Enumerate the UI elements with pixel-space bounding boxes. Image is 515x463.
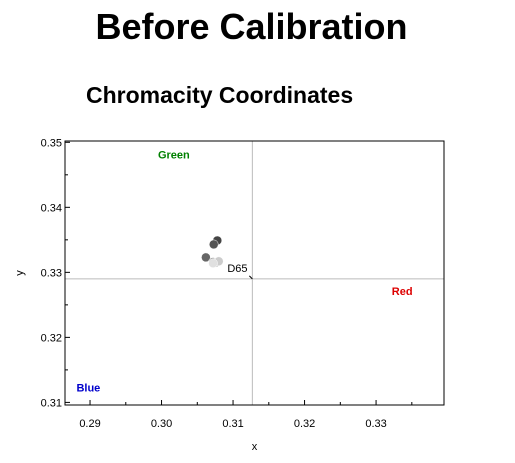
annotation-blue: Blue	[76, 382, 100, 394]
page-title: Before Calibration	[95, 6, 408, 47]
data-point	[208, 258, 218, 268]
d65-label: D65	[227, 263, 247, 275]
y-tick-label: 0.34	[41, 202, 62, 214]
x-tick-label: 0.30	[151, 418, 172, 430]
y-tick-label: 0.33	[41, 267, 62, 279]
x-tick-label: 0.31	[222, 418, 243, 430]
x-tick-label: 0.29	[79, 418, 100, 430]
y-tick-label: 0.32	[41, 332, 62, 344]
y-tick-label: 0.35	[41, 137, 62, 149]
plot-frame	[64, 140, 445, 406]
y-tick-label: 0.31	[41, 397, 62, 409]
d65-marker	[249, 275, 253, 280]
x-tick-label: 0.32	[294, 418, 315, 430]
data-point	[208, 239, 219, 250]
annotation-green: Green	[158, 150, 190, 162]
x-axis-label: x	[252, 441, 258, 453]
chart-title: Chromacity Coordinates	[86, 82, 354, 108]
data-point	[201, 252, 211, 263]
y-axis-label: y	[14, 270, 26, 276]
x-tick-label: 0.33	[365, 418, 386, 430]
annotation-red: Red	[392, 286, 413, 298]
